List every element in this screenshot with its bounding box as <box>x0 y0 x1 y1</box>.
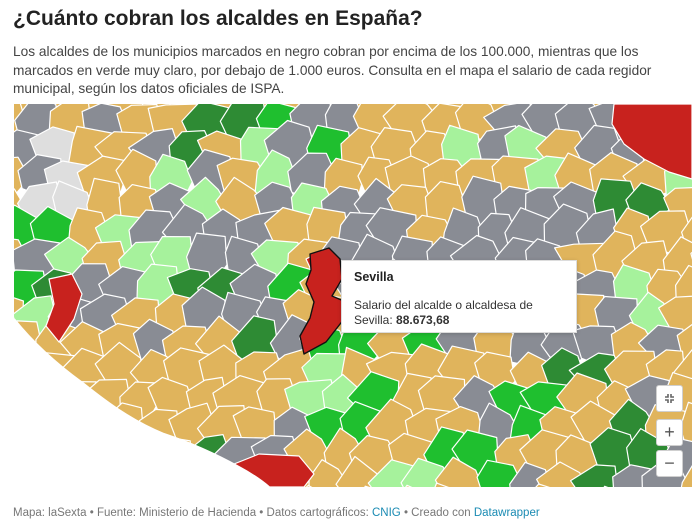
municipality-region[interactable] <box>657 295 692 338</box>
municipality-region[interactable] <box>424 482 468 487</box>
fit-screen-button[interactable] <box>656 385 683 412</box>
municipality-region[interactable] <box>389 484 432 487</box>
zoom-out-button[interactable]: − <box>656 450 683 477</box>
municipality-region[interactable] <box>45 273 83 343</box>
coastline <box>14 318 270 487</box>
map-tooltip: Sevilla Salario del alcalde o alcaldesa … <box>341 260 577 333</box>
tooltip-salary-value: 88.673,68 <box>396 313 450 327</box>
municipality-region[interactable] <box>356 485 401 487</box>
chart-title: ¿Cuánto cobran los alcaldes en España? <box>13 7 423 30</box>
municipality-region[interactable] <box>690 234 692 282</box>
tooltip-municipality-name: Sevilla <box>354 270 394 284</box>
map-credit: Mapa: laSexta <box>13 507 87 519</box>
sea-area <box>14 319 269 487</box>
source-credit: Fuente: Ministerio de Hacienda <box>96 507 257 519</box>
municipality-region[interactable] <box>593 485 639 487</box>
created-with-label: Creado con <box>411 507 471 519</box>
tooltip-text: Salario del alcalde o alcaldesa de Sevil… <box>354 298 564 328</box>
geo-data-label: Datos cartográficos: <box>266 507 369 519</box>
footer-credits: Mapa: laSexta • Fuente: Ministerio de Ha… <box>13 507 540 519</box>
fit-screen-icon <box>665 394 674 403</box>
sevilla-municipality[interactable] <box>299 247 347 355</box>
chart-subtitle: Los alcaldes de los municipios marcados … <box>13 44 652 96</box>
municipality-region[interactable] <box>524 483 577 487</box>
tooltip-label: Salario del alcalde o alcaldesa de Sevil… <box>354 298 533 327</box>
municipality-region[interactable] <box>290 484 329 487</box>
municipality-region[interactable] <box>611 104 692 180</box>
municipality-region[interactable] <box>680 462 693 487</box>
zoom-in-button[interactable]: + <box>656 419 683 446</box>
cnig-link[interactable]: CNIG <box>372 507 401 519</box>
datawrapper-link[interactable]: Datawrapper <box>473 507 540 519</box>
municipality-region[interactable] <box>434 456 483 487</box>
municipality-region[interactable] <box>569 464 619 487</box>
municipality-region[interactable] <box>335 455 385 488</box>
